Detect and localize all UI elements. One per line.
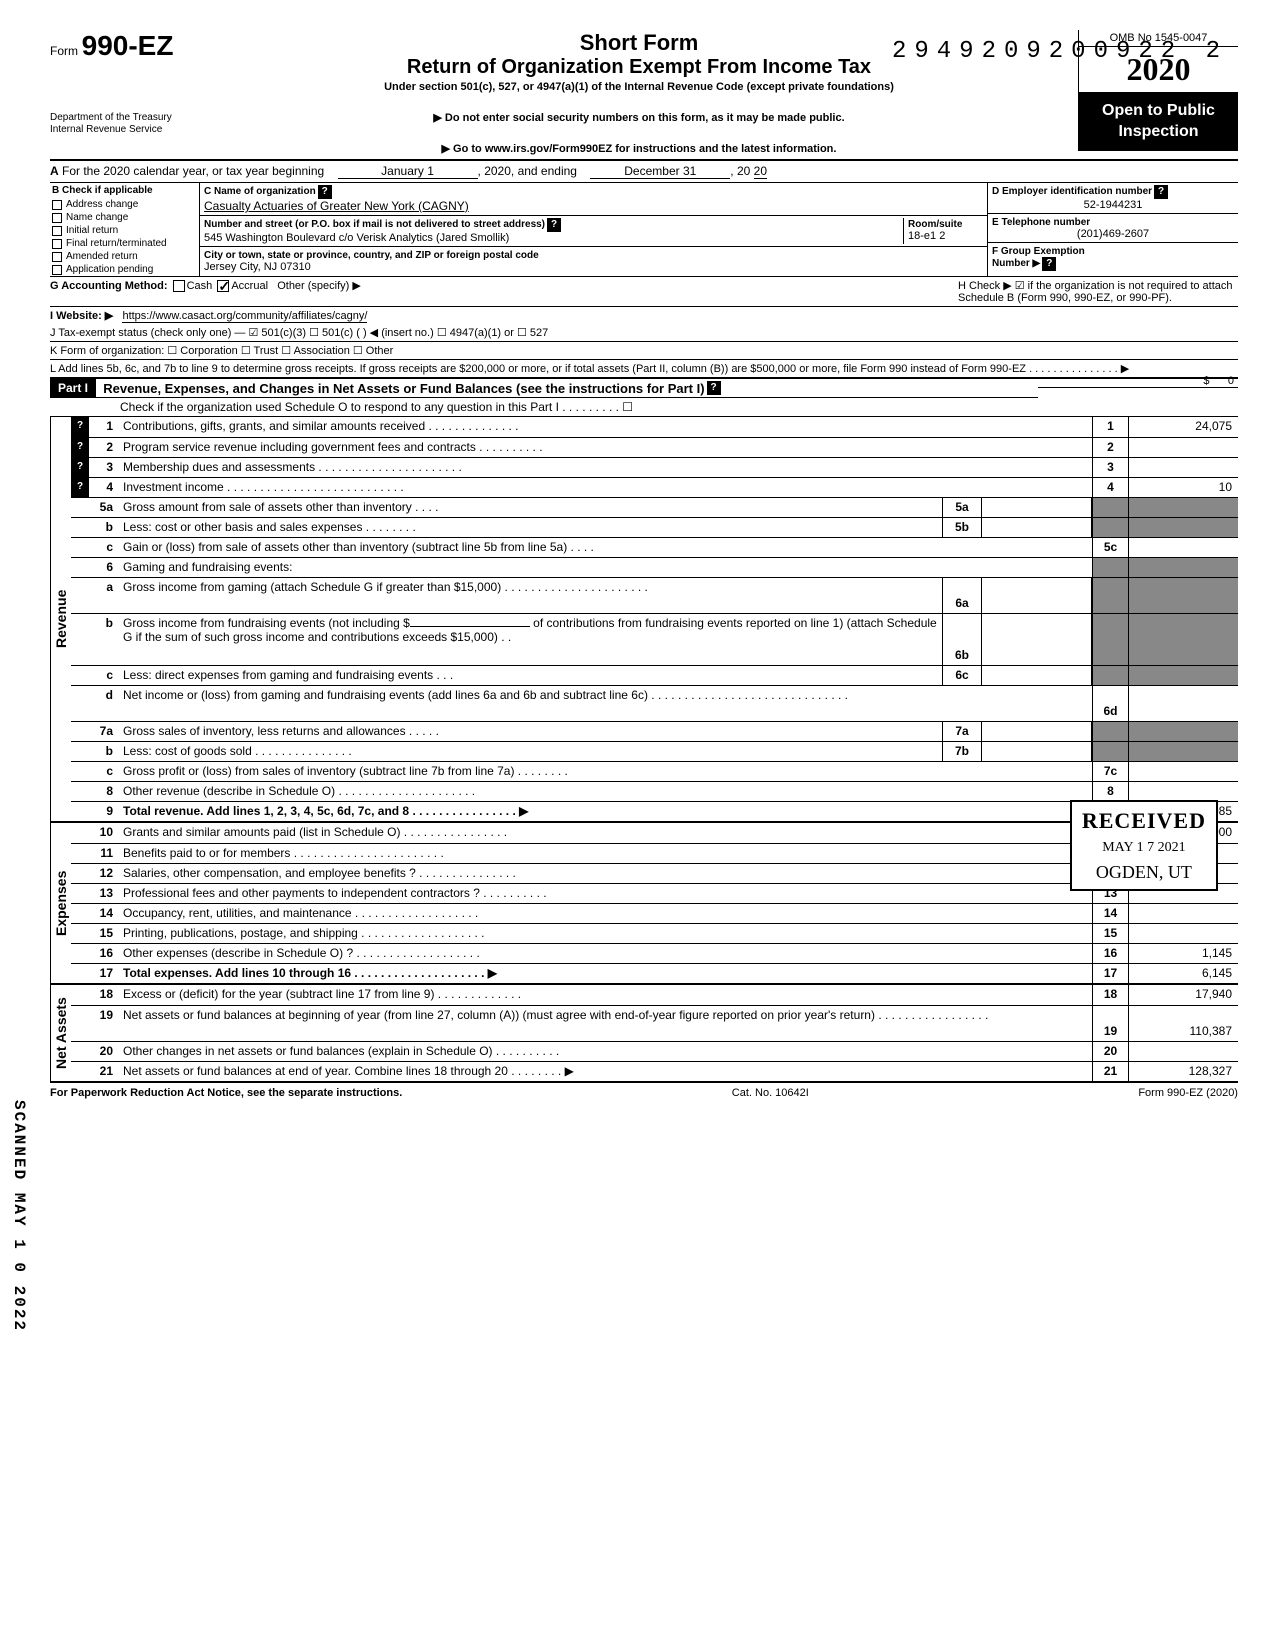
section-bcdef: B Check if applicable Address change Nam…	[50, 183, 1238, 277]
revenue-section: Revenue ?1Contributions, gifts, grants, …	[50, 417, 1238, 823]
row-l: L Add lines 5b, 6c, and 7b to line 9 to …	[50, 360, 1238, 379]
title-sub: Under section 501(c), 527, or 4947(a)(1)…	[210, 81, 1068, 93]
chk-amended-return[interactable]	[52, 252, 62, 262]
scanned-stamp: SCANNED MAY 1 0 2022	[10, 1100, 28, 1332]
help-icon: ?	[1042, 257, 1056, 271]
instr-web: ▶ Go to www.irs.gov/Form990EZ for instru…	[210, 142, 1068, 155]
received-stamp: RECEIVED MAY 1 7 2021 OGDEN, UT	[1070, 800, 1218, 891]
row-j: J Tax-exempt status (check only one) — ☑…	[50, 324, 1238, 342]
expenses-section: Expenses 10Grants and similar amounts pa…	[50, 823, 1238, 985]
sched-o-check: Check if the organization used Schedule …	[50, 398, 1238, 417]
room-suite: 18-e1 2	[908, 230, 945, 242]
form-number: 990-EZ	[82, 30, 174, 61]
page-footer: For Paperwork Reduction Act Notice, see …	[50, 1083, 1238, 1099]
help-icon: ?	[318, 185, 332, 199]
chk-final-return[interactable]	[52, 239, 62, 249]
chk-cash[interactable]	[173, 280, 185, 292]
dln-number: 2949209200922 2	[892, 38, 1228, 65]
chk-address-change[interactable]	[52, 200, 62, 210]
help-icon: ?	[707, 381, 721, 395]
ein: 52-1944231	[992, 199, 1234, 211]
part1-header: Part I Revenue, Expenses, and Changes in…	[50, 379, 1038, 398]
chk-accrual[interactable]	[217, 280, 229, 292]
street-address: 545 Washington Boulevard c/o Verisk Anal…	[204, 232, 509, 244]
city-state-zip: Jersey City, NJ 07310	[204, 261, 311, 273]
help-icon: ?	[1154, 185, 1168, 199]
form-prefix: Form	[50, 44, 78, 58]
row-a-tax-year: A For the 2020 calendar year, or tax yea…	[50, 161, 1238, 183]
row-h: H Check ▶ ☑ if the organization is not r…	[958, 279, 1238, 304]
chk-name-change[interactable]	[52, 213, 62, 223]
org-name: Casualty Actuaries of Greater New York (…	[204, 199, 469, 213]
instr-ssn: ▶ Do not enter social security numbers o…	[210, 111, 1068, 124]
row-i: I Website: ▶ https://www.casact.org/comm…	[50, 306, 1238, 324]
website-url: https://www.casact.org/community/affilia…	[122, 310, 367, 323]
open-to-public: Open to Public Inspection	[1079, 93, 1238, 151]
row-k: K Form of organization: ☐ Corporation ☐ …	[50, 342, 1238, 360]
telephone: (201)469-2607	[992, 228, 1234, 240]
row-g-h: G Accounting Method: Cash Accrual Other …	[50, 277, 1238, 306]
net-assets-section: Net Assets 18Excess or (deficit) for the…	[50, 985, 1238, 1083]
chk-initial-return[interactable]	[52, 226, 62, 236]
chk-application-pending[interactable]	[52, 265, 62, 275]
department-label: Department of the Treasury Internal Reve…	[50, 112, 200, 136]
help-icon: ?	[547, 218, 561, 232]
